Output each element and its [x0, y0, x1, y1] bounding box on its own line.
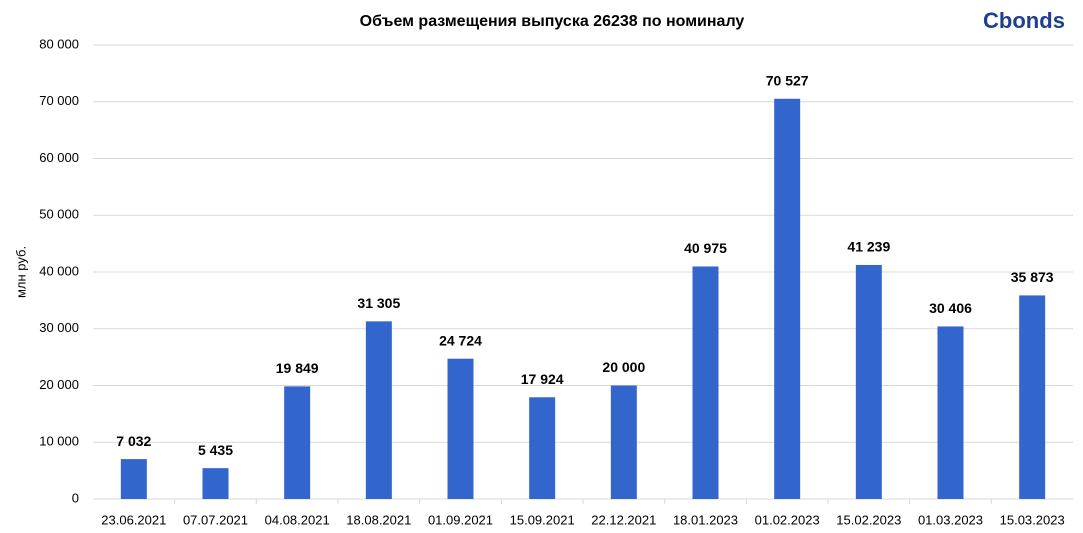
- value-label: 70 527: [766, 72, 809, 88]
- value-label: 24 724: [439, 332, 482, 348]
- y-tick-label: 50 000: [39, 207, 79, 222]
- value-label: 30 406: [929, 300, 972, 316]
- x-tick-label: 18.01.2023: [673, 512, 738, 527]
- x-tick-label: 04.08.2021: [265, 512, 330, 527]
- value-label: 41 239: [847, 239, 890, 255]
- y-tick-label: 30 000: [39, 320, 79, 335]
- bar: [937, 326, 964, 499]
- bar: [447, 358, 474, 499]
- x-tick-label: 15.03.2023: [1000, 512, 1065, 527]
- x-tick-label: 01.02.2023: [755, 512, 820, 527]
- y-tick-label: 20 000: [39, 377, 79, 392]
- bar: [692, 266, 719, 499]
- x-tick-label: 01.09.2021: [428, 512, 493, 527]
- bar: [365, 321, 392, 499]
- value-label: 20 000: [602, 359, 645, 375]
- logo: Cbonds: [983, 8, 1065, 33]
- x-tick-label: 15.02.2023: [836, 512, 901, 527]
- value-label: 40 975: [684, 240, 727, 256]
- x-tick-label: 15.09.2021: [510, 512, 575, 527]
- bar: [529, 397, 556, 499]
- y-tick-label: 0: [72, 490, 79, 505]
- bar: [120, 459, 147, 499]
- bar: [855, 264, 882, 499]
- y-tick-label: 10 000: [39, 434, 79, 449]
- bar: [774, 98, 801, 499]
- bar: [202, 468, 229, 499]
- y-axis-label: млн руб.: [13, 246, 28, 298]
- value-label: 5 435: [198, 442, 233, 458]
- y-tick-label: 70 000: [39, 93, 79, 108]
- chart-title: Объем размещения выпуска 26238 по номина…: [360, 13, 745, 30]
- x-tick-label: 23.06.2021: [101, 512, 166, 527]
- x-tick-label: 07.07.2021: [183, 512, 248, 527]
- value-label: 17 924: [521, 371, 564, 387]
- value-label: 19 849: [276, 360, 319, 376]
- x-tick-label: 18.08.2021: [346, 512, 411, 527]
- x-tick-label: 01.03.2023: [918, 512, 983, 527]
- y-tick-label: 80 000: [39, 36, 79, 51]
- x-tick-label: 22.12.2021: [591, 512, 656, 527]
- y-tick-label: 40 000: [39, 263, 79, 278]
- bar: [610, 385, 637, 499]
- value-label: 31 305: [357, 295, 400, 311]
- y-tick-label: 60 000: [39, 150, 79, 165]
- bar: [284, 386, 311, 499]
- bar: [1019, 295, 1046, 499]
- value-label: 35 873: [1011, 269, 1054, 285]
- value-label: 7 032: [116, 433, 151, 449]
